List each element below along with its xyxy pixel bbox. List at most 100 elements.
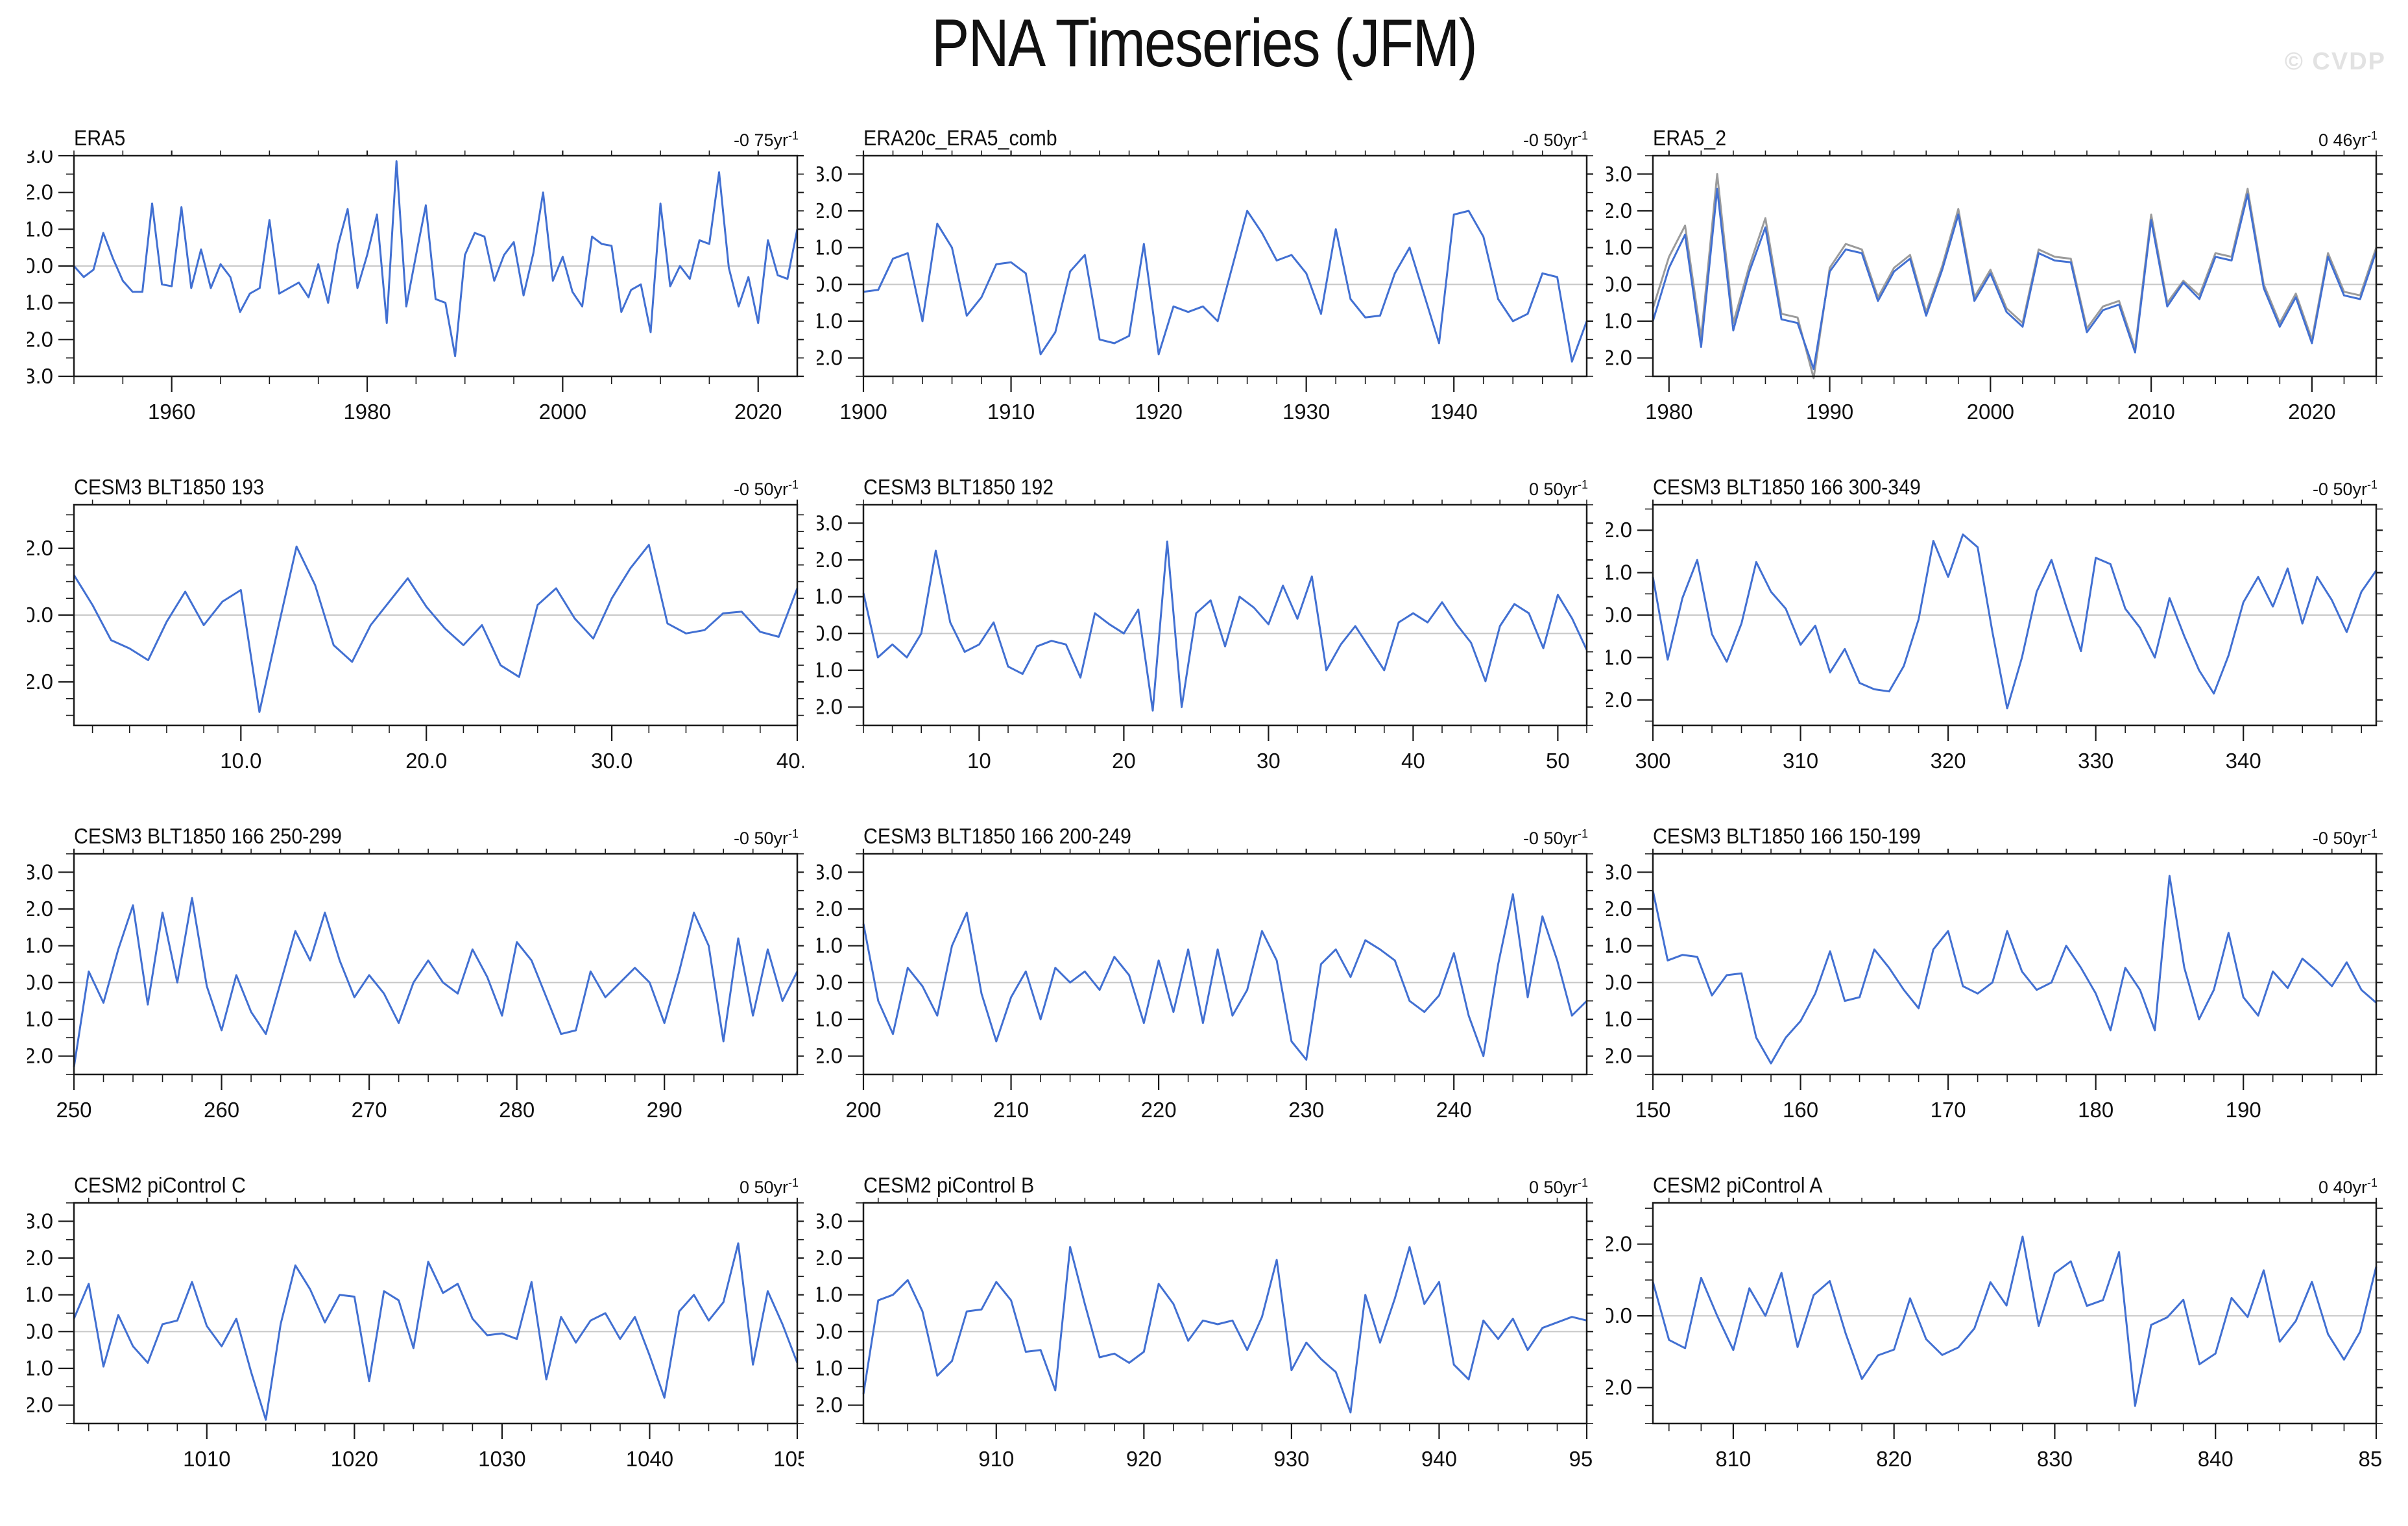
- chart-header: ERA5_2 0 46yr-1: [1606, 117, 2383, 151]
- plot-frame: [1652, 1202, 2378, 1425]
- y-tick-label: 3.0: [817, 860, 843, 884]
- chart-header: CESM3 BLT1850 166 200-249 -0 50yr-1: [817, 815, 1593, 849]
- y-tick-label: -2.0: [1606, 1375, 1632, 1399]
- x-tick-label: 40.0: [777, 749, 804, 773]
- series-line-pna-index: [73, 1242, 799, 1421]
- chart-title: CESM3 BLT1850 192: [863, 475, 1054, 499]
- y-tick-label: -2.0: [27, 670, 53, 694]
- chart-trend-label: -0 50yr-1: [2312, 827, 2378, 848]
- x-axis: 910 920 930 940 950: [877, 1198, 1593, 1471]
- x-tick-label: 930: [1273, 1447, 1309, 1471]
- plot-frame: [862, 1202, 1588, 1425]
- series-line-pna-index: [73, 897, 799, 1067]
- x-tick-label: 1940: [1430, 400, 1477, 424]
- y-tick-label: 2.0: [1606, 897, 1632, 921]
- y-tick-label: -2.0: [27, 1393, 53, 1417]
- y-tick-label: 3.0: [27, 860, 53, 884]
- x-tick-label: 290: [647, 1098, 682, 1122]
- chart-plot: 300 310 320 330 340 2.0 1.0 0.0 -1.0 -2.0: [1606, 500, 2383, 773]
- y-tick-label: 1.0: [817, 934, 843, 958]
- chart-trend-label: -0 50yr-1: [733, 827, 799, 848]
- chart-trend-label: -0 50yr-1: [1523, 827, 1588, 848]
- chart-trend-label: 0 50yr-1: [1528, 478, 1588, 499]
- chart-plot: 10.0 20.0 30.0 40.0 2.0 0.0 -2.0: [27, 500, 804, 773]
- x-tick-label: 910: [978, 1447, 1014, 1471]
- x-axis: 10 20 30 40 50: [863, 500, 1587, 773]
- title-bar: PNA Timeseries (JFM) © CVDP: [0, 0, 2408, 117]
- x-tick-label: 30: [1257, 749, 1281, 773]
- y-tick-label: 0.0: [817, 272, 843, 296]
- x-tick-label: 240: [1436, 1098, 1472, 1122]
- y-axis: 2.0 0.0 -2.0: [1606, 1207, 2383, 1424]
- y-tick-label: -2.0: [27, 327, 53, 351]
- y-tick-label: -1.0: [27, 1356, 53, 1380]
- x-tick-label: 1050: [773, 1447, 804, 1471]
- series-line-pna-index: [862, 1246, 1587, 1414]
- x-tick-label: 1010: [183, 1447, 230, 1471]
- y-tick-label: 0.0: [27, 1319, 53, 1343]
- x-tick-label: 320: [1931, 749, 1966, 773]
- y-tick-label: 1.0: [1606, 561, 1632, 585]
- cvdp-watermark: © CVDP: [2284, 48, 2386, 75]
- chart-header: CESM2 piControl C 0 50yr-1: [27, 1164, 804, 1198]
- x-tick-label: 10.0: [220, 749, 261, 773]
- x-tick-label: 1900: [839, 400, 887, 424]
- x-tick-label: 30.0: [591, 749, 632, 773]
- y-tick-label: 1.0: [817, 585, 843, 609]
- x-tick-label: 830: [2037, 1447, 2073, 1471]
- chart-header: CESM3 BLT1850 166 150-199 -0 50yr-1: [1606, 815, 2383, 849]
- x-tick-label: 40: [1401, 749, 1425, 773]
- y-tick-label: 3.0: [1606, 162, 1632, 186]
- y-tick-label: 0.0: [1606, 603, 1632, 627]
- x-tick-label: 1910: [987, 400, 1035, 424]
- y-tick-label: -2.0: [1606, 688, 1632, 712]
- x-axis: 200 210 220 230 240: [845, 849, 1573, 1122]
- x-tick-label: 330: [2078, 749, 2113, 773]
- y-axis: 3.0 2.0 1.0 0.0 -1.0 -2.0 -3.0: [27, 151, 804, 388]
- y-tick-label: 1.0: [1606, 934, 1632, 958]
- chart-cesm2-picontrol-a: CESM2 piControl A 0 40yr-1 810 820 830 840 850…: [1606, 1164, 2383, 1491]
- x-tick-label: 950: [1569, 1447, 1593, 1471]
- x-axis: 250 260 270 280 290: [56, 849, 784, 1122]
- chart-trend-label: 0 50yr-1: [1528, 1176, 1588, 1197]
- chart-trend-label: 0 50yr-1: [739, 1176, 799, 1197]
- chart-header: CESM3 BLT1850 192 0 50yr-1: [817, 466, 1593, 500]
- series-line-pna-index: [863, 210, 1588, 363]
- chart-cesm2-picontrol-c: CESM2 piControl C 0 50yr-1 1010 1020 1030 104…: [27, 1164, 804, 1491]
- y-tick-label: -1.0: [27, 1007, 53, 1031]
- y-axis: 2.0 1.0 0.0 -1.0 -2.0: [1606, 508, 2383, 722]
- x-tick-label: 310: [1783, 749, 1818, 773]
- y-tick-label: -1.0: [27, 291, 53, 315]
- y-tick-label: -2.0: [1606, 1044, 1632, 1068]
- y-tick-label: 0.0: [817, 1319, 843, 1343]
- chart-title: CESM3 BLT1850 166 200-249: [863, 824, 1131, 848]
- series-line-pna-index: [862, 893, 1588, 1061]
- y-tick-label: 3.0: [27, 1209, 53, 1233]
- chart-header: CESM3 BLT1850 166 250-299 -0 50yr-1: [27, 815, 804, 849]
- x-tick-label: 230: [1288, 1098, 1324, 1122]
- y-tick-label: -2.0: [1606, 346, 1632, 370]
- x-tick-label: 2000: [1967, 400, 2014, 424]
- y-tick-label: 2.0: [1606, 1232, 1632, 1256]
- chart-title: CESM2 piControl A: [1653, 1173, 1823, 1197]
- y-tick-label: 2.0: [817, 199, 843, 223]
- x-axis: 300 310 320 330 340: [1635, 500, 2363, 773]
- y-tick-label: 2.0: [817, 1246, 843, 1270]
- x-axis: 810 820 830 840 850: [1668, 1198, 2383, 1471]
- chart-trend-label: 0 40yr-1: [2318, 1176, 2378, 1197]
- y-axis: 3.0 2.0 1.0 0.0 -1.0 -2.0: [817, 853, 1593, 1075]
- y-tick-label: -2.0: [817, 695, 843, 719]
- series-line-pna-index: [1652, 875, 2377, 1065]
- chart-cesm3-blt1850-166-200-249: CESM3 BLT1850 166 200-249 -0 50yr-1 200 210…: [817, 815, 1593, 1142]
- x-tick-label: 1920: [1135, 400, 1182, 424]
- chart-plot: 250 260 270 280 290 3.0 2.0 1.0 0.0 -1.0 -2.0: [27, 849, 804, 1122]
- y-tick-label: 2.0: [27, 536, 53, 560]
- chart-trend-label: -0 75yr-1: [733, 129, 799, 150]
- x-axis: 10.0 20.0 30.0 40.0: [91, 500, 804, 773]
- chart-trend-label: -0 50yr-1: [1523, 129, 1588, 150]
- y-tick-label: 1.0: [27, 1283, 53, 1307]
- chart-title: CESM2 piControl B: [863, 1173, 1035, 1197]
- x-tick-label: 300: [1635, 749, 1670, 773]
- chart-header: CESM3 BLT1850 166 300-349 -0 50yr-1: [1606, 466, 2383, 500]
- x-axis: 1980 1990 2000 2010 2020: [1645, 151, 2377, 424]
